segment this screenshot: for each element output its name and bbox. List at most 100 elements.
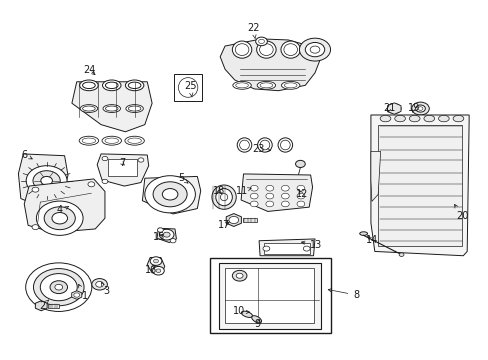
Polygon shape [386,103,400,114]
Ellipse shape [438,115,448,122]
Ellipse shape [239,140,249,150]
Circle shape [153,182,187,207]
Text: 1: 1 [79,284,88,301]
Text: 18: 18 [213,186,225,197]
Ellipse shape [232,41,251,58]
Circle shape [411,102,428,115]
Circle shape [92,279,107,290]
Circle shape [26,166,67,196]
Ellipse shape [105,82,118,89]
Circle shape [163,232,170,237]
Circle shape [152,266,164,275]
Polygon shape [19,154,68,206]
Circle shape [162,189,178,200]
Polygon shape [220,39,319,91]
Bar [264,243,309,254]
Circle shape [296,193,304,199]
Text: 23: 23 [251,144,270,154]
Circle shape [32,225,39,230]
Circle shape [44,207,75,230]
Ellipse shape [284,44,297,55]
Ellipse shape [102,80,121,91]
Ellipse shape [452,115,463,122]
Circle shape [299,38,330,61]
Ellipse shape [220,194,227,201]
Text: 16: 16 [145,265,157,275]
Circle shape [305,42,324,57]
Text: 17: 17 [218,220,230,230]
Ellipse shape [237,138,251,152]
Ellipse shape [128,82,141,89]
Text: 11: 11 [236,186,251,197]
Ellipse shape [80,105,98,112]
Polygon shape [157,228,176,243]
Polygon shape [147,257,164,273]
Polygon shape [142,176,201,214]
Circle shape [157,228,163,232]
Circle shape [150,257,162,265]
Circle shape [263,246,269,251]
Circle shape [88,182,95,187]
Ellipse shape [80,80,98,91]
Text: 25: 25 [183,81,196,97]
Ellipse shape [82,106,95,111]
Circle shape [296,185,304,191]
Text: 13: 13 [301,240,322,250]
Text: 9: 9 [254,319,260,329]
Circle shape [398,253,403,256]
Text: 6: 6 [21,150,32,160]
Polygon shape [370,152,380,202]
Ellipse shape [105,106,118,111]
Circle shape [26,263,92,311]
Ellipse shape [125,105,143,112]
Circle shape [309,46,319,53]
Circle shape [144,176,195,213]
Circle shape [265,201,273,207]
Circle shape [159,229,174,240]
Circle shape [33,269,84,306]
Circle shape [96,282,103,287]
Circle shape [33,171,60,191]
Ellipse shape [79,136,99,145]
Text: 15: 15 [153,232,165,242]
Bar [224,268,313,323]
Ellipse shape [215,189,232,206]
Ellipse shape [102,136,121,145]
Ellipse shape [211,185,236,209]
Circle shape [255,37,267,46]
Ellipse shape [178,78,198,97]
Polygon shape [259,239,314,256]
Ellipse shape [260,140,269,150]
Text: 21: 21 [383,103,395,113]
Ellipse shape [394,115,405,122]
Ellipse shape [408,115,419,122]
Circle shape [40,274,77,301]
Circle shape [32,187,39,192]
Polygon shape [24,179,105,233]
Ellipse shape [125,80,143,91]
Circle shape [296,201,304,207]
Text: 7: 7 [119,158,125,168]
Ellipse shape [128,106,141,111]
Bar [377,125,461,246]
Ellipse shape [284,83,296,88]
Bar [219,262,321,329]
Circle shape [156,269,161,273]
Ellipse shape [124,136,144,145]
Circle shape [250,201,258,207]
Ellipse shape [82,82,95,89]
Circle shape [74,293,80,297]
Ellipse shape [257,138,272,152]
Ellipse shape [281,41,300,58]
Ellipse shape [423,115,434,122]
Ellipse shape [278,138,292,152]
Bar [174,73,202,102]
Ellipse shape [241,311,252,318]
Polygon shape [370,115,468,256]
Text: 20: 20 [454,204,468,221]
Ellipse shape [103,105,120,112]
Circle shape [232,270,246,281]
Circle shape [281,193,288,199]
Circle shape [52,212,67,224]
Text: 22: 22 [246,23,259,39]
